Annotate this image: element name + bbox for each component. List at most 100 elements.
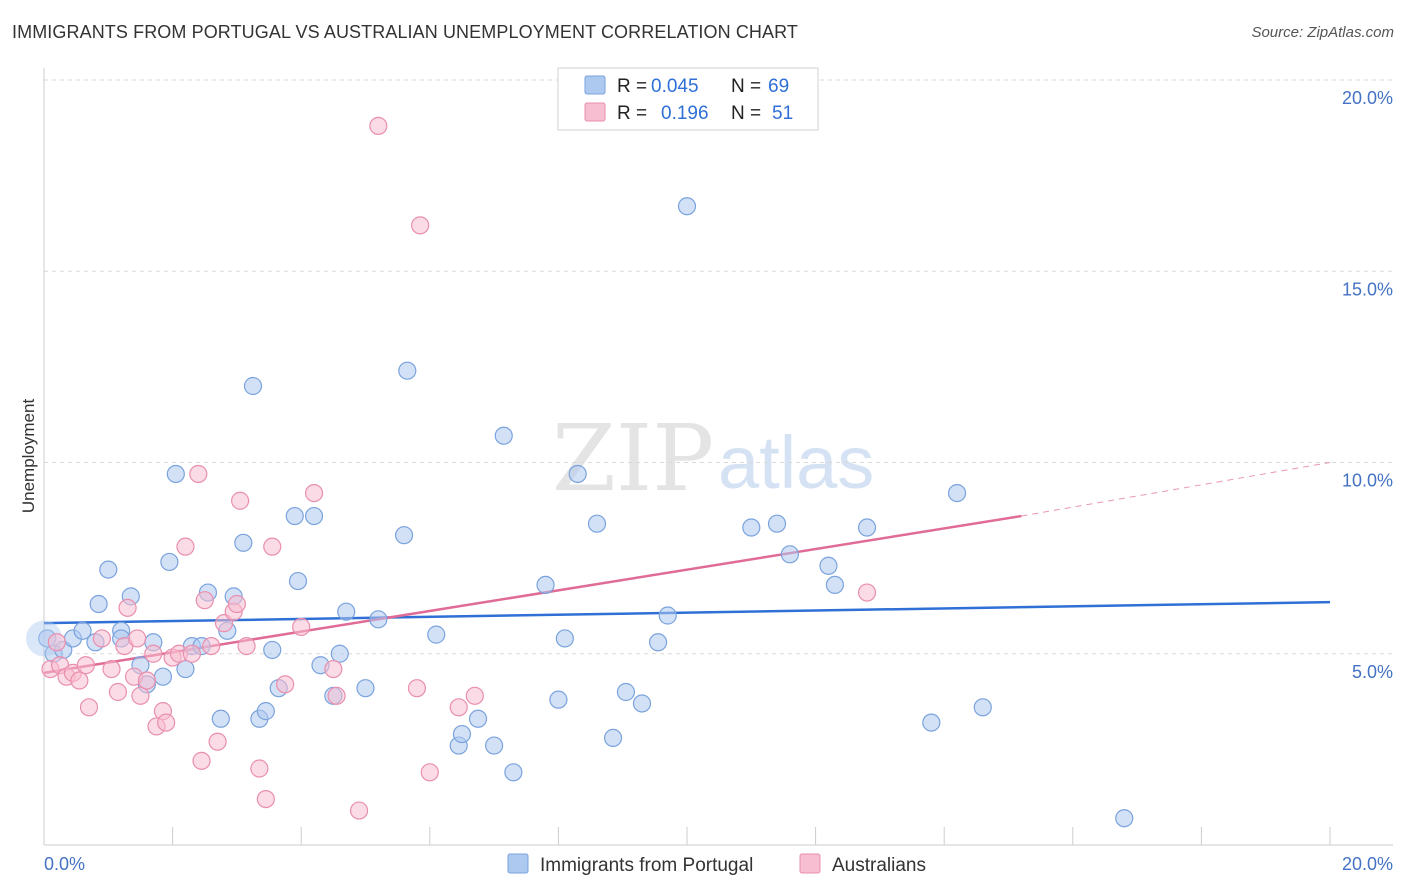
australians-point-13 [128, 629, 147, 648]
immigrants-from-portugal-point-37 [356, 679, 375, 698]
immigrants-from-portugal-point-51 [568, 464, 587, 484]
chart-source: Source: ZipAtlas.com [1251, 24, 1394, 41]
legend-r-value-blue: 0.045 [651, 76, 699, 97]
australians-point-34 [250, 759, 269, 778]
immigrants-from-portugal-point-49 [549, 690, 568, 709]
immigrants-from-portugal-point-52 [587, 514, 607, 533]
australians-point-41 [327, 686, 346, 705]
australians-point-28 [208, 732, 227, 751]
australians-point-50 [47, 633, 66, 652]
immigrants-from-portugal-point-16 [166, 464, 185, 484]
bottom-legend-label-pink: Australians [832, 855, 926, 876]
legend-n-label-blue: N = [731, 76, 761, 97]
australians-point-11 [118, 598, 137, 617]
immigrants-from-portugal-point-31 [288, 571, 308, 591]
y-tick-label-2: 15.0% [1342, 279, 1393, 299]
australians-point-32 [231, 491, 250, 510]
australians-point-36 [263, 537, 282, 556]
immigrants-from-portugal-point-48 [536, 575, 555, 595]
immigrants-from-portugal-point-40 [398, 361, 417, 380]
immigrants-from-portugal-point-67 [973, 698, 992, 717]
australians-point-26 [195, 591, 214, 610]
immigrants-from-portugal-point-6 [89, 594, 108, 614]
immigrants-from-portugal-point-50 [555, 629, 574, 648]
immigrants-from-portugal-point-66 [947, 484, 967, 503]
australians-point-8 [102, 659, 121, 679]
y-axis-label: Unemployment [19, 399, 38, 514]
bottom-legend-label-blue: Immigrants from Portugal [540, 855, 753, 876]
immigrants-from-portugal-point-38 [369, 610, 388, 629]
australians-point-5 [76, 656, 95, 675]
australians-point-25 [192, 751, 211, 770]
immigrants-from-portugal-point-25 [243, 376, 263, 396]
australians-point-42 [349, 801, 369, 820]
australians-point-19 [157, 713, 176, 732]
trend-line-australians-extension [1021, 462, 1331, 517]
axes [43, 68, 1393, 846]
immigrants-from-portugal-point-68 [1115, 809, 1134, 828]
immigrants-from-portugal-point-54 [616, 682, 636, 702]
immigrants-from-portugal-point-39 [394, 526, 414, 545]
immigrants-from-portugal-point-27 [256, 702, 275, 721]
x-tick-label-min: 0.0% [44, 854, 85, 874]
legend-swatch-pink [584, 102, 606, 122]
australians-point-39 [304, 484, 324, 503]
australians-point-15 [137, 671, 156, 690]
immigrants-from-portugal-point-41 [427, 625, 446, 644]
y-tick-labels: 5.0% 10.0% 15.0% 20.0% [1342, 88, 1393, 682]
watermark-zip: ZIP [552, 405, 714, 512]
immigrants-from-portugal-point-59 [742, 518, 761, 537]
australians-point-24 [189, 464, 208, 484]
australians-point-37 [276, 675, 295, 694]
stats-legend: R = 0.045 N = 69 R = 0.196 N = 51 [557, 67, 819, 131]
y-tick-label-1: 10.0% [1342, 471, 1393, 491]
immigrants-from-portugal-point-56 [648, 633, 668, 652]
australians-point-38 [292, 617, 311, 637]
immigrants-from-portugal-point-46 [494, 426, 513, 445]
immigrants-from-portugal-point-14 [153, 667, 173, 686]
australians-point-46 [420, 763, 439, 782]
australians-point-44 [407, 679, 427, 698]
immigrants-from-portugal-point-7 [99, 560, 118, 579]
australians-point-35 [256, 789, 275, 809]
chart-title: IMMIGRANTS FROM PORTUGAL VS AUSTRALIAN U… [12, 22, 799, 42]
legend-n-value-pink: 51 [772, 103, 793, 124]
australians-point-31 [227, 594, 246, 614]
immigrants-from-portugal-point-43 [452, 724, 472, 744]
bottom-legend-swatch-pink [799, 853, 821, 874]
immigrants-from-portugal-point-64 [857, 518, 877, 537]
australians-point-6 [79, 698, 99, 717]
immigrants-from-portugal-point-63 [825, 575, 844, 595]
immigrants-from-portugal-point-53 [603, 728, 623, 748]
legend-r-label-pink: R = [617, 103, 647, 124]
y-tick-label-0: 5.0% [1352, 662, 1393, 682]
immigrants-from-portugal-point-45 [485, 736, 504, 755]
immigrants-from-portugal-point-17 [176, 659, 195, 679]
australians-point-16 [144, 644, 163, 663]
y-tick-label-3: 20.0% [1342, 88, 1393, 108]
legend-swatch-blue [584, 75, 606, 95]
immigrants-from-portugal-point-62 [819, 556, 838, 575]
x-tick-label-max: 20.0% [1342, 854, 1393, 874]
immigrants-from-portugal-point-36 [337, 602, 356, 621]
australians-point-23 [182, 644, 201, 663]
australians-point-47 [449, 698, 468, 717]
series-legend: Immigrants from Portugal Australians [507, 853, 926, 876]
australians-point-22 [176, 537, 195, 556]
immigrants-from-portugal-point-57 [658, 606, 677, 625]
australians-point-7 [92, 629, 111, 648]
immigrants-from-portugal-point-21 [211, 709, 230, 728]
immigrants-from-portugal-point-4 [73, 621, 92, 640]
australians-point-48 [465, 686, 484, 705]
australians-point-14 [131, 686, 150, 705]
immigrants-from-portugal-point-47 [504, 763, 523, 782]
legend-n-label-pink: N = [731, 103, 761, 124]
legend-r-value-pink: 0.196 [661, 103, 709, 124]
series-australians [41, 116, 877, 820]
legend-n-value-blue: 69 [768, 76, 789, 97]
immigrants-from-portugal-point-35 [330, 644, 349, 663]
immigrants-from-portugal-point-60 [767, 514, 787, 533]
series-immigrants-from-portugal [26, 197, 1134, 828]
immigrants-from-portugal-point-44 [468, 709, 488, 728]
